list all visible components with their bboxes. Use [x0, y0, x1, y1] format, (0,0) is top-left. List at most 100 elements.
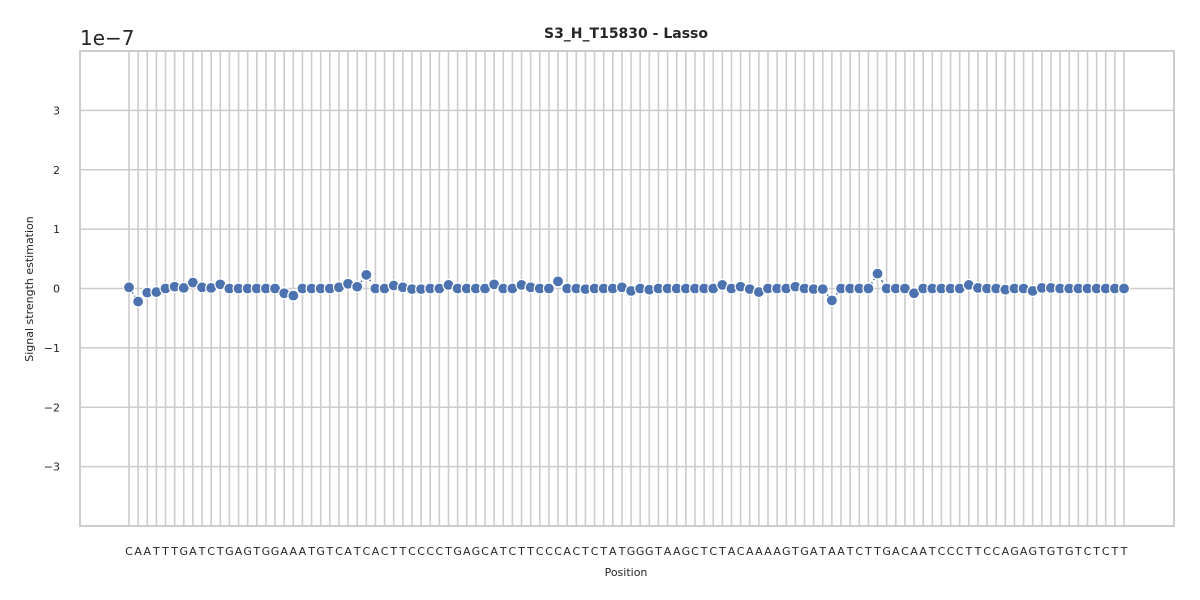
- x-tick-label: A: [828, 545, 836, 558]
- y-tick-label: 2: [53, 164, 60, 177]
- x-tick-label: G: [627, 545, 636, 558]
- x-tick-label: T: [974, 545, 982, 558]
- x-tick-label: C: [536, 545, 544, 558]
- x-tick-label: T: [499, 545, 507, 558]
- x-tick-label: C: [1084, 545, 1092, 558]
- x-tick-label: A: [755, 545, 763, 558]
- x-tick-label: G: [1047, 545, 1056, 558]
- data-point: [862, 282, 875, 295]
- data-point: [351, 280, 364, 293]
- x-tick-label: T: [964, 545, 972, 558]
- y-tick-label: 3: [53, 104, 60, 117]
- x-tick-label: T: [654, 545, 662, 558]
- y-scale-exponent: 1e−7: [80, 26, 135, 50]
- x-tick-label: T: [718, 545, 726, 558]
- x-tick-label: G: [682, 545, 691, 558]
- x-tick-label: T: [618, 545, 626, 558]
- x-tick-label: T: [526, 545, 534, 558]
- x-tick-label: T: [170, 545, 178, 558]
- data-point: [122, 281, 136, 294]
- y-tick-label: −2: [44, 401, 60, 414]
- x-tick-label: C: [335, 545, 343, 558]
- data-point: [871, 267, 884, 280]
- x-tick-label: G: [243, 545, 252, 558]
- data-point: [825, 294, 838, 307]
- x-tick-label: G: [636, 545, 645, 558]
- x-tick-label: C: [426, 545, 434, 558]
- x-tick-label: G: [1065, 545, 1074, 558]
- data-point: [132, 295, 145, 308]
- x-tick-label: T: [325, 545, 333, 558]
- x-tick-label: G: [271, 545, 280, 558]
- x-tick-label: C: [691, 545, 699, 558]
- x-tick-label: A: [344, 545, 352, 558]
- x-tick-label: A: [810, 545, 818, 558]
- y-tick-label: −3: [44, 461, 60, 474]
- x-tick-label: T: [581, 545, 589, 558]
- x-tick-label: G: [1028, 545, 1037, 558]
- x-tick-label: T: [864, 545, 872, 558]
- y-tick-labels: −3 −2 −1 0 1 2 3: [44, 104, 60, 473]
- data-point: [816, 282, 829, 296]
- x-tick-label: C: [125, 545, 133, 558]
- data-point: [177, 281, 190, 295]
- data-point: [542, 282, 556, 295]
- x-tick-label: A: [1002, 545, 1010, 558]
- x-axis-label: Position: [605, 566, 648, 579]
- x-tick-label: C: [591, 545, 599, 558]
- x-tick-label: T: [1092, 545, 1100, 558]
- x-tick-label: T: [307, 545, 315, 558]
- x-tick-label: G: [800, 545, 809, 558]
- x-tick-label: C: [481, 545, 489, 558]
- x-tick-label: T: [818, 545, 826, 558]
- x-tick-label: C: [947, 545, 955, 558]
- x-tick-label: C: [545, 545, 553, 558]
- x-tick-label: A: [372, 545, 380, 558]
- x-tick-label: C: [737, 545, 745, 558]
- x-tick-label: C: [554, 545, 562, 558]
- x-tick-label: A: [764, 545, 772, 558]
- x-tick-label: A: [609, 545, 617, 558]
- x-tick-label: A: [280, 545, 288, 558]
- x-tick-label: T: [444, 545, 452, 558]
- x-tick-label: T: [599, 545, 607, 558]
- x-tick-label: C: [417, 545, 425, 558]
- y-tick-label: 0: [53, 283, 60, 296]
- x-tick-label: A: [563, 545, 571, 558]
- x-tick-label: T: [252, 545, 260, 558]
- x-tick-label: A: [910, 545, 918, 558]
- x-tick-label: A: [299, 545, 307, 558]
- x-tick-label: A: [290, 545, 298, 558]
- x-tick-label: A: [143, 545, 151, 558]
- x-tick-label: G: [316, 545, 325, 558]
- x-tick-label: C: [207, 545, 215, 558]
- x-tick-label: T: [846, 545, 854, 558]
- x-tick-label: T: [398, 545, 406, 558]
- x-tick-label: T: [1120, 545, 1128, 558]
- x-tick-label: G: [262, 545, 271, 558]
- x-tick-label: C: [362, 545, 370, 558]
- x-tick-label: T: [700, 545, 708, 558]
- x-tick-label: T: [198, 545, 206, 558]
- x-tick-label: A: [892, 545, 900, 558]
- y-tick-label: −1: [44, 342, 60, 355]
- x-tick-label: T: [873, 545, 881, 558]
- data-points: [122, 267, 1131, 308]
- x-tick-label: C: [983, 545, 991, 558]
- x-tick-label: T: [1074, 545, 1082, 558]
- x-tick-label: C: [992, 545, 1000, 558]
- x-tick-label: C: [436, 545, 444, 558]
- y-axis-label: Signal strength estimation: [23, 216, 36, 362]
- x-tick-label: A: [837, 545, 845, 558]
- x-tick-label: A: [746, 545, 754, 558]
- x-tick-label: A: [235, 545, 243, 558]
- x-tick-label: C: [572, 545, 580, 558]
- x-tick-label: C: [408, 545, 416, 558]
- x-tick-label: A: [773, 545, 781, 558]
- x-tick-label: A: [728, 545, 736, 558]
- x-tick-label: T: [161, 545, 169, 558]
- x-tick-label: A: [189, 545, 197, 558]
- x-tick-label: A: [1020, 545, 1028, 558]
